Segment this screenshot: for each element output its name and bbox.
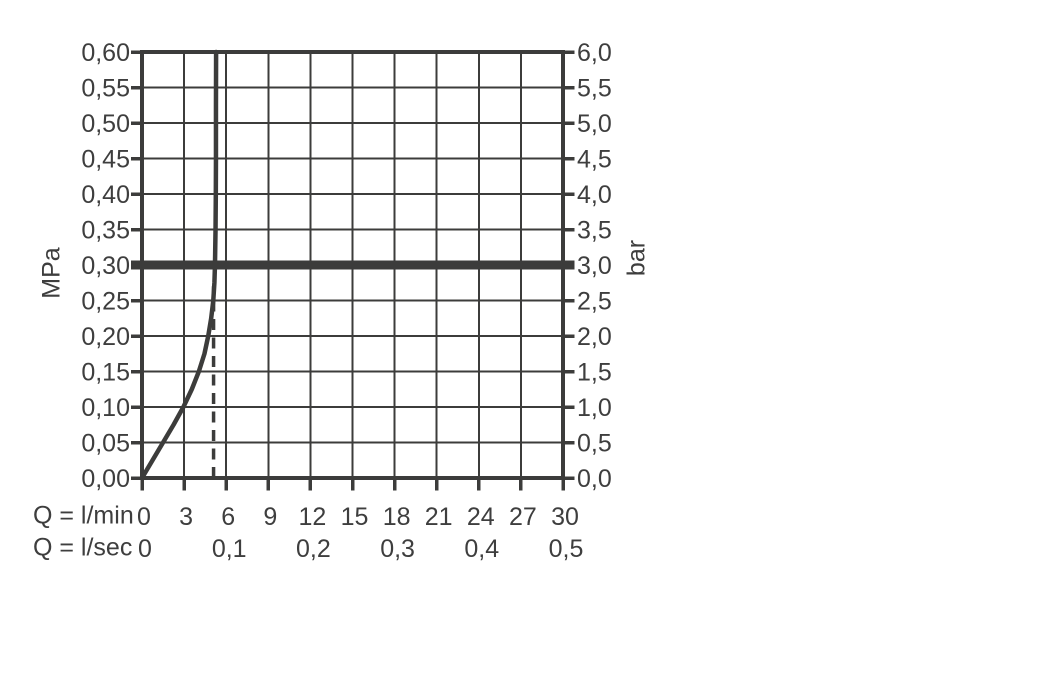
y-right-tick-label: 4,5	[577, 145, 612, 173]
y-left-tick-label: 0,50	[81, 110, 130, 138]
x-lmin-tick-label: 30	[551, 503, 579, 531]
y-right-tick-label: 3,5	[577, 216, 612, 244]
y-left-tick-label: 0,55	[81, 74, 130, 102]
x-axis-lmin-unit-label: Q = l/min	[33, 501, 134, 530]
x-lmin-tick-label: 0	[137, 503, 151, 531]
x-lmin-tick-label: 12	[298, 503, 326, 531]
y-left-tick-label: 0,60	[81, 39, 130, 67]
y-left-tick-label: 0,25	[81, 287, 130, 315]
x-lsec-tick-label: 0,1	[212, 535, 247, 563]
y-left-tick-label: 0,40	[81, 181, 130, 209]
y-right-tick-label: 4,0	[577, 181, 612, 209]
x-lsec-tick-label: 0,5	[549, 535, 584, 563]
x-lmin-tick-label: 3	[179, 503, 193, 531]
y-right-tick-label: 2,0	[577, 323, 612, 351]
y-left-tick-label: 0,20	[81, 323, 130, 351]
y-right-tick-label: 1,5	[577, 358, 612, 386]
y-right-tick-label: 0,5	[577, 429, 612, 457]
x-lmin-tick-label: 18	[383, 503, 411, 531]
x-lsec-tick-label: 0	[138, 535, 152, 563]
y-right-tick-label: 3,0	[577, 252, 612, 280]
x-lsec-tick-label: 0,4	[464, 535, 499, 563]
y-right-tick-label: 0,0	[577, 465, 612, 493]
y-right-tick-label: 2,5	[577, 287, 612, 315]
x-lmin-tick-label: 6	[221, 503, 235, 531]
x-lsec-tick-label: 0,3	[380, 535, 415, 563]
y-left-tick-label: 0,15	[81, 358, 130, 386]
x-lmin-tick-label: 21	[425, 503, 453, 531]
x-lmin-tick-label: 15	[341, 503, 369, 531]
y-right-tick-label: 5,5	[577, 74, 612, 102]
x-lmin-tick-label: 9	[263, 503, 277, 531]
y-right-tick-label: 5,0	[577, 110, 612, 138]
x-lmin-tick-label: 27	[509, 503, 537, 531]
y-left-tick-label: 0,00	[81, 465, 130, 493]
x-lsec-tick-label: 0,2	[296, 535, 331, 563]
y-right-tick-label: 1,0	[577, 394, 612, 422]
y-left-tick-label: 0,30	[81, 252, 130, 280]
y-left-tick-label: 0,10	[81, 394, 130, 422]
y-right-tick-label: 6,0	[577, 39, 612, 67]
x-axis-lsec-unit-label: Q = l/sec	[33, 533, 133, 562]
y-left-tick-label: 0,45	[81, 145, 130, 173]
y-axis-right-unit-label: bar	[622, 239, 651, 277]
y-axis-left-unit-label: MPa	[37, 247, 66, 299]
flow-curve	[139, 49, 219, 481]
x-lmin-tick-label: 24	[467, 503, 495, 531]
y-left-tick-label: 0,05	[81, 429, 130, 457]
y-left-tick-label: 0,35	[81, 216, 130, 244]
